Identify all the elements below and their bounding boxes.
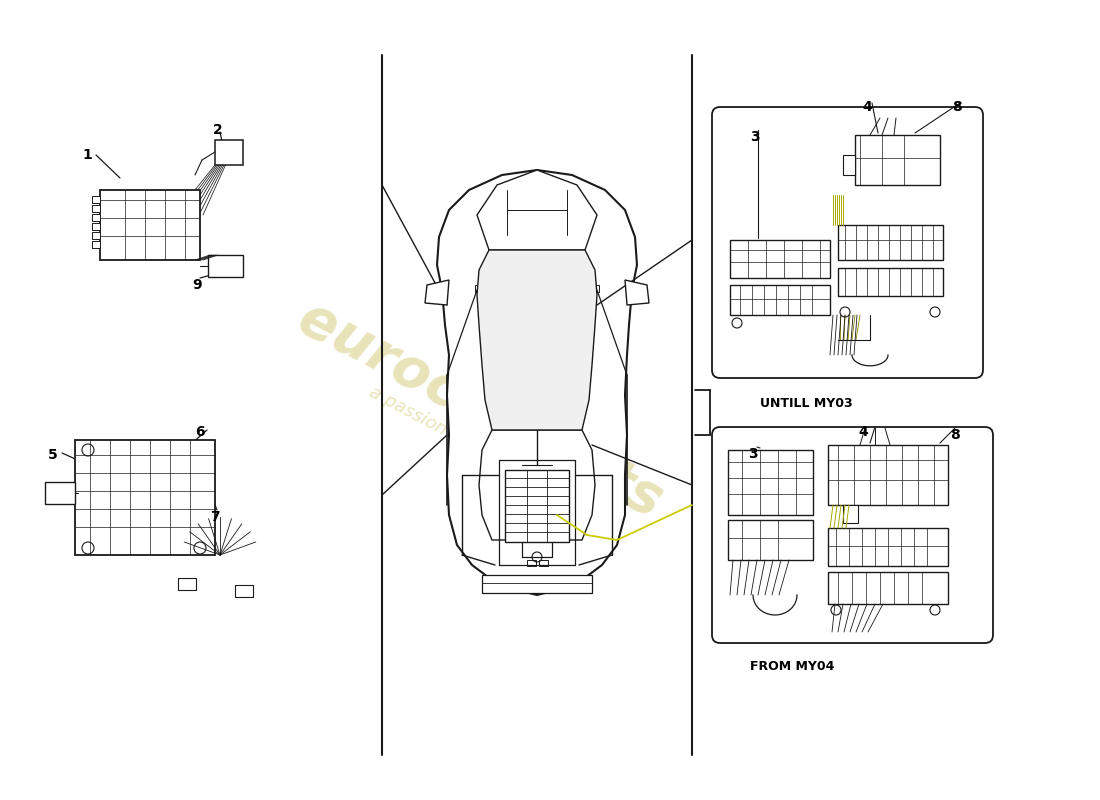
FancyBboxPatch shape (712, 107, 983, 378)
Bar (828, 528, 948, 566)
Bar (45, 482, 75, 504)
Text: 9: 9 (192, 278, 201, 292)
Bar (208, 255, 243, 277)
Bar (838, 225, 943, 260)
Text: 4: 4 (862, 100, 871, 114)
Bar (527, 560, 536, 566)
Text: 3: 3 (748, 447, 758, 461)
Polygon shape (437, 170, 637, 595)
Text: 5: 5 (48, 448, 57, 462)
Bar (235, 585, 253, 597)
Bar (730, 285, 830, 315)
Bar (92, 205, 100, 212)
Bar (828, 445, 948, 505)
Bar (539, 560, 548, 566)
Polygon shape (625, 280, 649, 305)
Polygon shape (425, 280, 449, 305)
Bar (92, 196, 100, 203)
Text: eurocarparts: eurocarparts (288, 291, 671, 529)
Text: 8: 8 (950, 428, 959, 442)
Bar (728, 520, 813, 560)
Bar (588, 285, 600, 292)
Bar (92, 223, 100, 230)
Bar (855, 135, 940, 185)
Bar (92, 241, 100, 248)
Bar (482, 575, 592, 593)
Bar (92, 214, 100, 221)
Text: 7: 7 (210, 510, 220, 524)
Text: UNTILL MY03: UNTILL MY03 (760, 397, 852, 410)
Bar (75, 440, 214, 555)
Bar (475, 285, 485, 292)
Bar (100, 190, 200, 260)
Bar (214, 140, 243, 165)
Bar (178, 578, 196, 590)
Bar (828, 572, 948, 604)
Text: FROM MY04: FROM MY04 (750, 660, 835, 673)
Bar (838, 268, 943, 296)
Text: 1: 1 (82, 148, 91, 162)
Text: 3: 3 (750, 130, 760, 144)
Text: 6: 6 (195, 425, 205, 439)
Text: 8: 8 (952, 100, 961, 114)
Bar (92, 232, 100, 239)
Bar (843, 155, 855, 175)
Bar (730, 240, 830, 278)
Text: a passion for parts since 1978: a passion for parts since 1978 (365, 383, 614, 526)
Polygon shape (477, 170, 597, 250)
Text: 4: 4 (858, 425, 868, 439)
Polygon shape (478, 430, 595, 540)
Text: 2: 2 (213, 123, 222, 137)
Bar (505, 470, 569, 542)
Polygon shape (477, 250, 597, 430)
Bar (843, 505, 858, 523)
Bar (728, 450, 813, 515)
FancyBboxPatch shape (712, 427, 993, 643)
